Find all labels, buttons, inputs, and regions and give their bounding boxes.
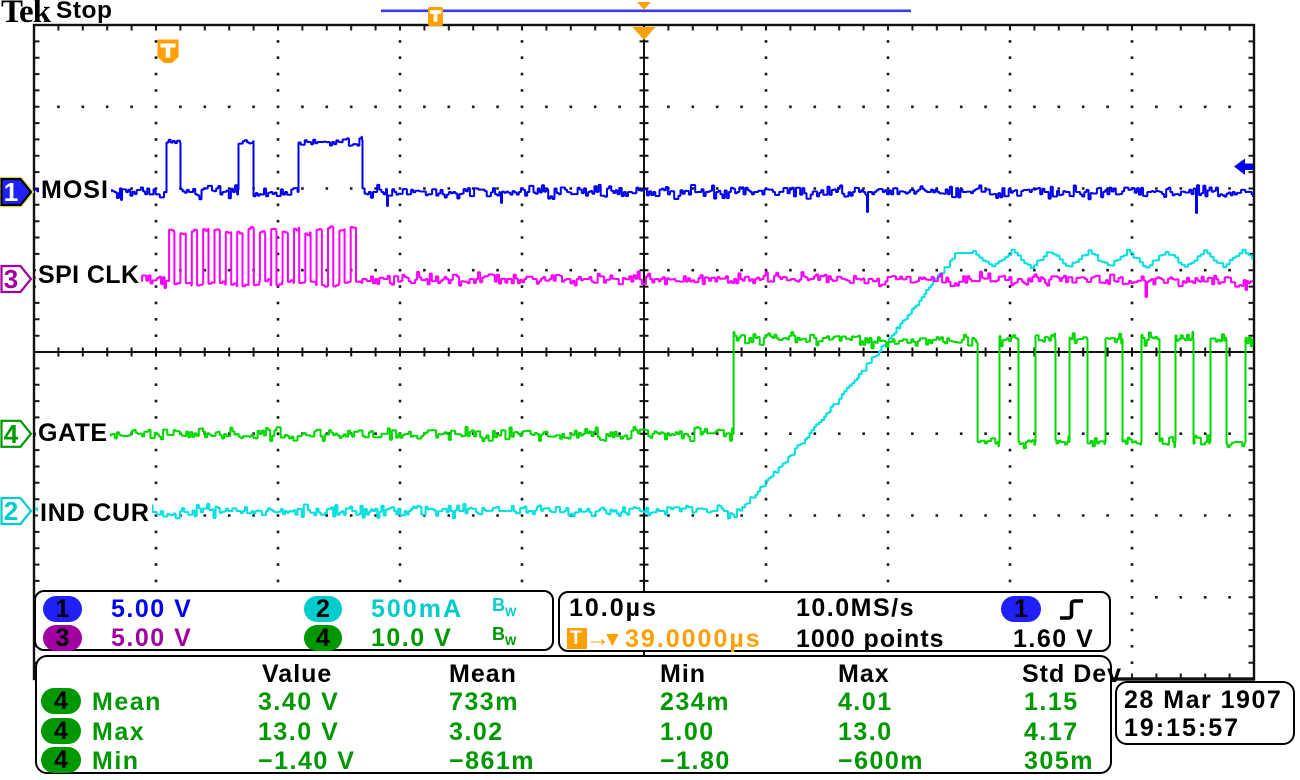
svg-text:2: 2 (4, 496, 18, 526)
svg-text:3: 3 (4, 264, 18, 294)
svg-text:4: 4 (4, 419, 19, 449)
svg-text:1: 1 (4, 177, 18, 207)
